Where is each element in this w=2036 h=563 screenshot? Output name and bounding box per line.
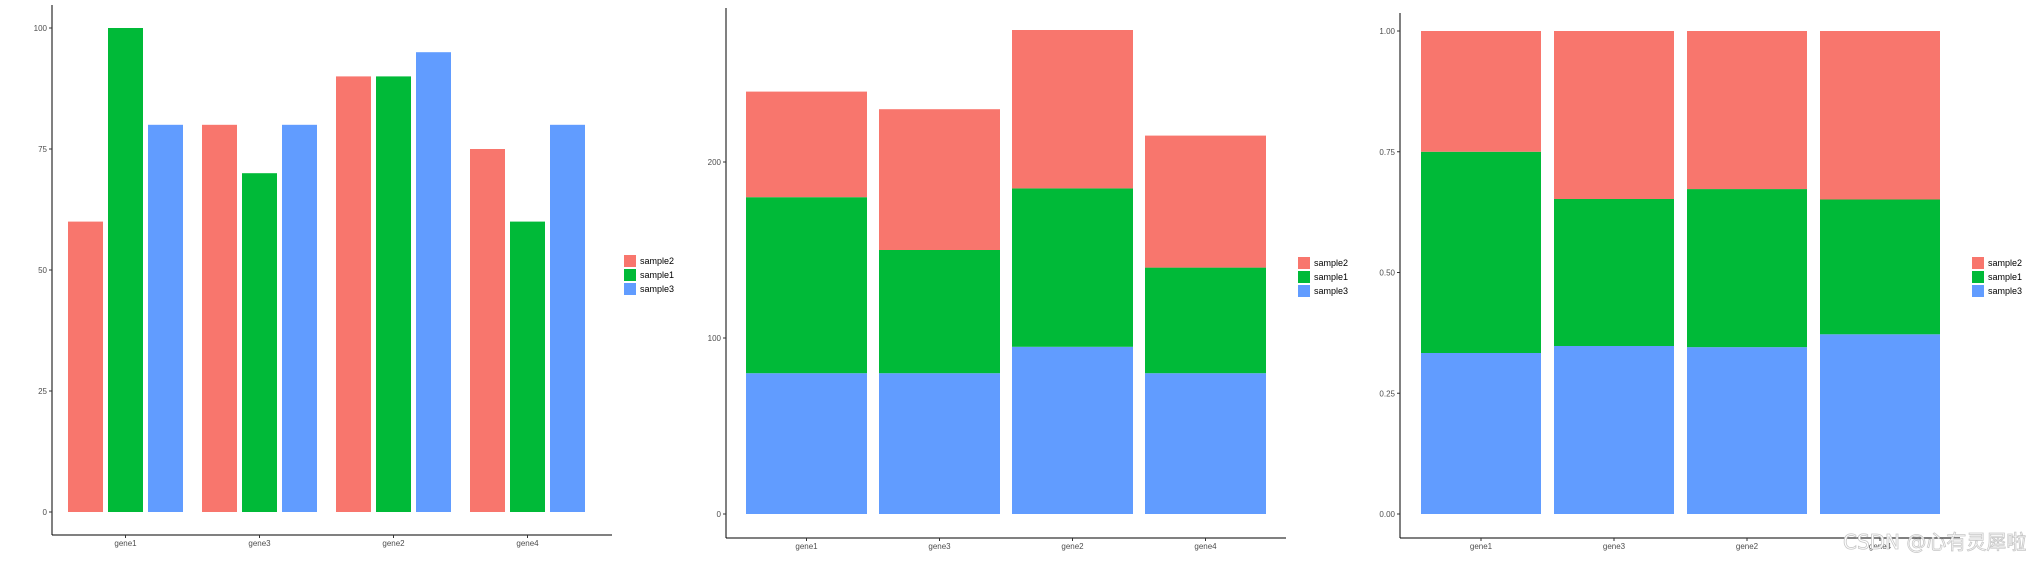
bar-gene4-sample1 <box>510 221 545 512</box>
bar-gene2-sample1 <box>1687 189 1807 348</box>
bar-gene2-sample3 <box>1012 346 1133 514</box>
legend-swatch-sample1 <box>1972 271 1984 283</box>
y-tick-label: 75 <box>38 145 47 154</box>
legend-label-sample2: sample2 <box>640 256 674 266</box>
bar-gene4-sample3 <box>1820 334 1940 514</box>
bar-gene1-sample1 <box>746 197 867 374</box>
x-tick-label: gene4 <box>1194 542 1217 551</box>
bar-gene3-sample1 <box>242 173 277 512</box>
bar-gene2-sample1 <box>376 76 411 513</box>
x-tick-label: gene2 <box>382 539 405 548</box>
legend-swatch-sample1 <box>624 269 636 281</box>
bar-gene1-sample1 <box>1421 151 1541 353</box>
bar-gene3-sample1 <box>879 250 1000 374</box>
legend-swatch-sample2 <box>1298 257 1310 269</box>
y-tick-label: 0.00 <box>1379 510 1395 519</box>
x-tick-label: gene1 <box>795 542 818 551</box>
bar-gene1-sample3 <box>1421 353 1541 514</box>
y-tick-label: 0.75 <box>1379 148 1395 157</box>
legend-swatch-sample3 <box>1298 285 1310 297</box>
bar-gene2-sample3 <box>416 52 451 512</box>
y-tick-label: 100 <box>708 334 722 343</box>
y-tick-label: 1.00 <box>1379 27 1395 36</box>
legend-label-sample1: sample1 <box>1988 272 2022 282</box>
legend-label-sample3: sample3 <box>640 284 674 294</box>
y-tick-label: 0.25 <box>1379 389 1395 398</box>
x-tick-label: gene1 <box>114 539 137 548</box>
bar-gene4-sample3 <box>550 124 585 513</box>
bar-gene3-sample2 <box>202 124 237 513</box>
bar-gene1-sample2 <box>746 91 867 198</box>
x-tick-label: gene2 <box>1736 542 1759 551</box>
bar-gene3-sample2 <box>1554 31 1674 199</box>
y-tick-label: 200 <box>708 158 722 167</box>
grouped-bar-chart: 0 25 50 75 100 gene1 gene3 gene2 gene4 sample2 sam… <box>34 5 674 548</box>
x-tick-label: gene4 <box>516 539 539 548</box>
bar-gene4-sample1 <box>1820 199 1940 335</box>
bar-gene4-sample1 <box>1145 267 1266 374</box>
y-tick-label: 50 <box>38 266 47 275</box>
bar-gene2-sample3 <box>1687 347 1807 514</box>
bar-gene2-sample2 <box>336 76 371 513</box>
x-tick-label: gene3 <box>928 542 951 551</box>
bar-gene1-sample3 <box>746 373 867 514</box>
legend-swatch-sample3 <box>1972 285 1984 297</box>
legend-label-sample3: sample3 <box>1314 286 1348 296</box>
legend-swatch-sample1 <box>1298 271 1310 283</box>
x-tick-label: gene3 <box>248 539 271 548</box>
bar-gene1-sample1 <box>108 28 143 512</box>
bar-gene3-sample1 <box>1554 199 1674 346</box>
bar-gene4-sample2 <box>1145 135 1266 268</box>
bar-gene4-sample2 <box>470 149 505 512</box>
bar-gene1-sample2 <box>1421 31 1541 152</box>
bar-gene2-sample1 <box>1012 188 1133 347</box>
legend-label-sample3: sample3 <box>1988 286 2022 296</box>
legend-label-sample1: sample1 <box>1314 272 1348 282</box>
bar-gene3-sample3 <box>1554 346 1674 514</box>
legend-swatch-sample2 <box>1972 257 1984 269</box>
stacked-bar-chart: 0 100 200 gene1 gene3 gene2 gene4 sample2 sample… <box>708 8 1348 551</box>
bar-gene3-sample2 <box>879 109 1000 250</box>
bar-gene1-sample3 <box>148 124 183 513</box>
legend-label-sample2: sample2 <box>1314 258 1348 268</box>
bar-gene4-sample3 <box>1145 373 1266 514</box>
y-tick-label: 25 <box>38 387 47 396</box>
legend-swatch-sample2 <box>624 255 636 267</box>
bar-gene2-sample2 <box>1012 30 1133 189</box>
y-tick-label: 100 <box>34 24 48 33</box>
legend-label-sample2: sample2 <box>1988 258 2022 268</box>
x-tick-label: gene4 <box>1869 542 1892 551</box>
y-tick-label: 0 <box>717 510 722 519</box>
bar-gene1-sample2 <box>68 221 103 512</box>
y-tick-label: 0 <box>43 508 48 517</box>
legend-swatch-sample3 <box>624 283 636 295</box>
bar-gene4-sample2 <box>1820 31 1940 200</box>
x-tick-label: gene2 <box>1061 542 1084 551</box>
percent-stacked-bar-chart: 0.00 0.25 0.50 0.75 1.00 gene1 gene3 gene2 gene4… <box>1379 13 2022 551</box>
y-tick-label: 0.50 <box>1379 269 1395 278</box>
bar-gene2-sample2 <box>1687 31 1807 190</box>
bar-gene3-sample3 <box>282 124 317 513</box>
x-tick-label: gene1 <box>1470 542 1493 551</box>
x-tick-label: gene3 <box>1603 542 1626 551</box>
bar-gene3-sample3 <box>879 373 1000 514</box>
legend-label-sample1: sample1 <box>640 270 674 280</box>
watermark: CSDN @心有灵犀啦 <box>1843 530 2026 554</box>
